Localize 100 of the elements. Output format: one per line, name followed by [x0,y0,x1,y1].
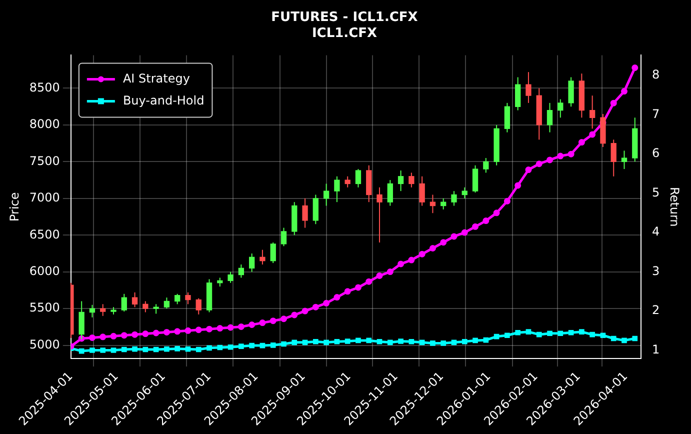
point [558,330,564,336]
point [132,346,138,352]
point [610,100,617,106]
point [632,64,638,72]
y-tick-label: 5000 [29,337,60,352]
chart-title: FUTURES - ICL1.CFX [271,10,418,26]
point [281,341,286,347]
point [142,346,148,352]
point [366,278,372,285]
point [620,88,628,95]
point [238,323,244,330]
point [461,229,468,236]
point [270,318,276,324]
point [387,340,393,346]
point [493,210,500,216]
point [354,284,362,291]
candlestick [110,306,116,315]
point [270,342,276,348]
point [568,330,574,336]
point [302,340,308,346]
point [110,348,116,353]
point [557,152,564,160]
point [440,340,446,346]
point [504,332,510,338]
point [216,325,224,332]
point [622,338,627,344]
point [408,256,415,264]
point [110,332,117,340]
y2-tick-label: 2 [652,303,660,318]
point [185,346,191,352]
y-tick-label: 7500 [29,154,60,168]
point [153,346,159,352]
y-tick-label: 6500 [29,227,60,242]
point [206,326,213,332]
point [196,346,202,352]
point [248,322,256,328]
point [184,327,192,334]
point [238,344,244,350]
chart-subtitle: ICL1.CFX [312,26,378,41]
y-tick-label: 6000 [29,264,60,278]
candlestick [526,72,532,104]
point [292,340,298,346]
point [334,294,340,301]
point [195,326,202,334]
y2-tick-label: 7 [652,106,660,121]
point [206,345,212,351]
point [366,338,372,344]
point [291,312,298,318]
point [164,346,170,352]
point [344,288,351,295]
point [376,272,383,279]
y-tick-label: 5500 [29,300,60,315]
point [280,316,287,322]
point [217,344,223,350]
y-axis-title: Price [7,192,22,222]
point [494,334,500,340]
point [589,131,596,138]
point [121,346,127,352]
y2-tick-label: 1 [652,342,660,356]
point [228,344,234,350]
point [174,328,181,335]
point [578,139,585,146]
legend-label: AI Strategy [122,71,190,86]
point [88,334,96,341]
y2-tick-label: 6 [652,146,660,160]
point [324,340,329,346]
point [90,348,95,353]
point [632,336,638,342]
y2-tick-label: 5 [652,185,660,200]
point [482,218,490,224]
point [408,338,414,344]
point [302,308,308,314]
point [418,250,426,258]
point [430,340,436,346]
point [312,304,319,310]
point [376,338,382,344]
point [260,342,266,348]
point [504,198,510,204]
point [451,340,457,346]
point [514,182,522,189]
point [547,330,552,336]
y-tick-label: 7000 [29,190,60,205]
point [590,332,595,338]
point [536,160,542,168]
point [526,329,532,334]
point [313,338,318,344]
y-tick-label: 8000 [29,117,60,132]
point [386,268,394,276]
point [525,166,532,174]
point [344,338,350,344]
point [356,338,361,344]
point [142,330,149,338]
y-tick-label: 8500 [29,80,60,94]
y2-tick-label: 4 [652,224,660,239]
point [398,260,404,268]
point [419,340,425,346]
point [515,330,521,336]
candlestick [334,176,340,203]
point [568,150,574,158]
point [334,338,340,344]
